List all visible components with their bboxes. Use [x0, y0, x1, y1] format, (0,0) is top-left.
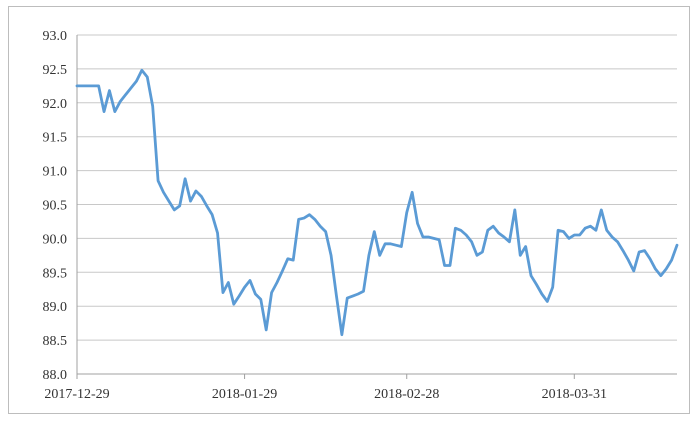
y-tick-label: 91.5	[43, 131, 68, 146]
y-tick-label: 90.5	[43, 199, 68, 214]
y-tick-label: 91.0	[43, 165, 68, 180]
chart-frame: 88.0 88.5 89.0 89.5 90.0 90.5 91.0 91.5 92.0 92.5…	[8, 6, 690, 414]
series-line	[75, 68, 679, 337]
y-tick-label: 88.0	[43, 368, 68, 383]
line-chart: 88.0 88.5 89.0 89.5 90.0 90.5 91.0 91.5 92.0 92.5…	[43, 29, 679, 402]
x-tick-label: 2017-12-29	[44, 387, 109, 402]
x-tick-label: 2018-02-28	[374, 387, 439, 402]
y-tick-label: 90.0	[43, 232, 68, 247]
series-group	[75, 68, 679, 337]
y-tick-label: 92.0	[43, 97, 68, 112]
y-axis-tick-labels: 88.0 88.5 89.0 89.5 90.0 90.5 91.0 91.5 92.0 92.5…	[43, 29, 68, 383]
x-tick-label: 2018-03-31	[542, 387, 607, 402]
x-axis-tick-labels: 2017-12-29 2018-01-29 2018-02-28 2018-03-31	[44, 374, 607, 402]
y-tick-label: 88.5	[43, 334, 68, 349]
x-tick-label: 2018-01-29	[212, 387, 277, 402]
y-tick-label: 89.5	[43, 266, 68, 281]
y-tick-label: 93.0	[43, 29, 68, 44]
y-tick-label: 92.5	[43, 63, 68, 78]
gridlines	[76, 34, 677, 375]
y-tick-label: 89.0	[43, 300, 68, 315]
